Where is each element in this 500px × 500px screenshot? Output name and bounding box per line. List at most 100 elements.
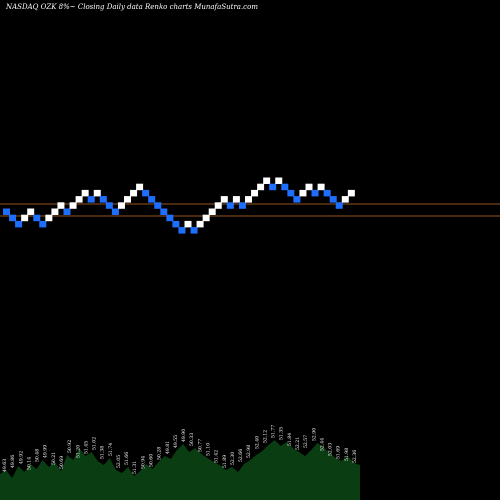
volume-price-label: 51.42 [214, 450, 220, 463]
volume-price-label: 51.84 [287, 433, 293, 446]
reference-lines [0, 203, 500, 217]
renko-brick [9, 214, 17, 222]
renko-brick [81, 189, 89, 197]
renko-brick [208, 208, 216, 215]
volume-price-label: 52.12 [263, 430, 269, 443]
volume-price-label: 52.66 [238, 449, 244, 462]
renko-brick [341, 196, 349, 203]
volume-price-label: 52.05 [116, 455, 122, 468]
renko-brick [251, 189, 259, 197]
volume-price-label: 51.74 [108, 443, 114, 456]
volume-price-label: 51.89 [222, 455, 228, 468]
renko-brick [130, 189, 138, 197]
renko-brick [15, 220, 23, 228]
renko-brick [33, 214, 41, 222]
renko-brick [87, 196, 95, 203]
renko-brick [226, 202, 234, 209]
renko-brick [117, 202, 125, 209]
volume-price-label: 50.14 [26, 457, 32, 470]
volume-price-label: 50.94 [140, 456, 146, 469]
renko-brick [27, 208, 35, 215]
renko-brick [305, 183, 313, 191]
renko-brick [160, 208, 168, 215]
volume-price-label: 52.30 [230, 452, 236, 465]
renko-brick [124, 196, 131, 203]
renko-brick [317, 183, 325, 191]
renko-brick [263, 177, 271, 184]
volume-price-label: 52.90 [311, 428, 317, 441]
renko-brick [190, 227, 198, 234]
renko-bricks [3, 177, 355, 234]
renko-brick [214, 202, 222, 209]
volume-price-label: 51.10 [206, 443, 212, 456]
renko-brick [220, 196, 228, 203]
renko-brick [202, 214, 210, 222]
volume-price-label: 49.92 [18, 451, 24, 464]
volume-price-label: 49.99 [43, 445, 49, 458]
renko-brick [51, 208, 59, 215]
renko-brick [75, 196, 83, 203]
renko-brick [178, 227, 186, 234]
renko-brick [335, 202, 343, 209]
renko-brick [299, 189, 307, 197]
volume-area [0, 440, 360, 500]
renko-brick [323, 189, 331, 197]
volume-price-label: 52.44 [319, 438, 325, 451]
volume-area-path [0, 440, 360, 500]
renko-brick [184, 220, 192, 228]
renko-brick [3, 208, 10, 215]
volume-price-label: 52.40 [254, 436, 260, 449]
renko-brick [69, 202, 77, 209]
renko-brick [148, 196, 156, 203]
renko-brick [136, 183, 144, 191]
volume-price-label: 50.21 [51, 452, 57, 465]
volume-price-label: 50.48 [35, 449, 41, 462]
volume-price-label: 51.69 [336, 446, 342, 459]
renko-brick [232, 196, 240, 203]
renko-brick [257, 183, 265, 191]
volume-price-label: 51.35 [279, 427, 285, 440]
renko-brick [154, 202, 162, 209]
volume-price-label: 49.86 [10, 455, 16, 468]
chart-title: NASDAQ OZK 8%~ Closing Daily data Renko … [6, 3, 258, 11]
renko-brick [269, 183, 277, 191]
volume-price-label: 51.38 [100, 446, 106, 459]
renko-brick [196, 220, 204, 228]
volume-price-label: 52.03 [328, 443, 334, 456]
renko-brick [63, 208, 71, 215]
renko-brick [245, 196, 252, 203]
volume-price-label: 50.69 [59, 456, 65, 469]
renko-brick [287, 189, 295, 197]
volume-price-label: 51.98 [344, 448, 350, 461]
renko-brick [99, 196, 107, 203]
renko-brick [39, 220, 47, 228]
volume-price-label: 51.02 [92, 437, 98, 450]
volume-price-label: 50.33 [189, 433, 195, 446]
volume-price-label: 51.45 [83, 441, 89, 454]
renko-brick [311, 189, 319, 197]
renko-brick [238, 202, 246, 209]
volume-price-label: 49.63 [2, 459, 8, 472]
renko-brick [111, 208, 119, 215]
renko-brick [21, 214, 29, 222]
volume-price-label: 51.20 [75, 445, 81, 458]
renko-brick [105, 202, 113, 209]
volume-price-label: 50.28 [157, 447, 163, 460]
renko-brick [172, 220, 180, 228]
renko-brick [93, 189, 101, 197]
renko-brick [142, 189, 150, 197]
renko-brick [347, 189, 355, 197]
volume-price-label: 51.31 [132, 461, 138, 474]
renko-brick [275, 177, 283, 184]
volume-price-label: 52.36 [352, 450, 358, 463]
volume-price-label: 52.21 [295, 437, 301, 450]
renko-brick [57, 202, 65, 209]
volume-price-label: 49.55 [173, 435, 179, 448]
volume-price-label: 49.90 [181, 429, 187, 442]
volume-price-label: 52.57 [303, 435, 309, 448]
volume-price-label: 51.77 [271, 425, 277, 438]
volume-price-label: 50.77 [197, 439, 203, 452]
volume-price-label: 51.66 [124, 452, 130, 465]
